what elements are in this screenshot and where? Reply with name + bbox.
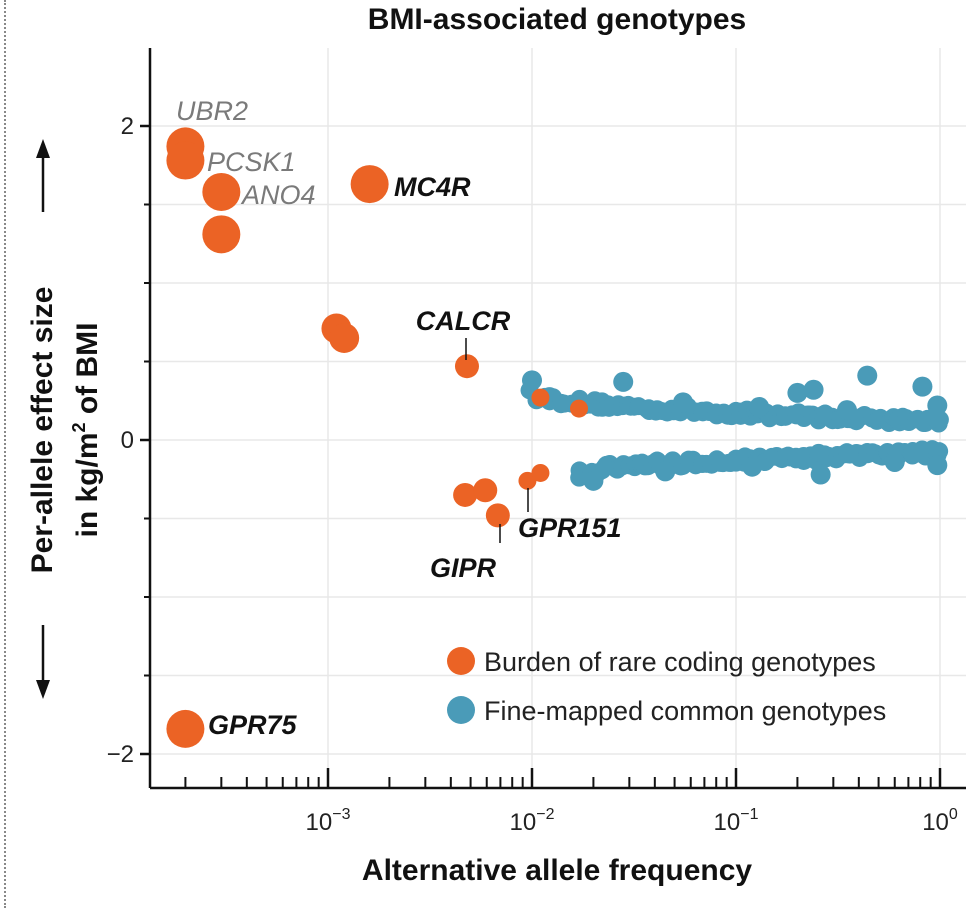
- y-axis-title: Per-allele effect size in kg/m2 of BMI: [26, 287, 104, 574]
- gene-label: ANO4: [240, 180, 316, 210]
- y-axis-title-line2-prefix: in kg/m: [71, 432, 104, 537]
- x-tick-label: 10−2: [510, 806, 555, 836]
- common-genotype-point: [884, 451, 905, 472]
- x-tick-base: 10: [510, 809, 537, 836]
- gene-label: UBR2: [176, 96, 248, 126]
- common-genotype-point: [927, 455, 948, 476]
- x-tick-base: 10: [306, 809, 333, 836]
- rare-genotype-point: [473, 478, 498, 503]
- common-genotypes-layer: [520, 365, 949, 491]
- rare-genotype-point: [166, 709, 205, 748]
- x-tick-exponent: −3: [332, 806, 350, 823]
- legend-common-label: Fine-mapped common genotypes: [484, 696, 886, 726]
- legend-rare-marker: [447, 647, 475, 675]
- y-tick-label: 0: [121, 427, 134, 454]
- common-genotype-point: [803, 379, 824, 400]
- common-genotype-point: [810, 464, 831, 485]
- rare-genotype-point: [453, 482, 478, 507]
- x-tick-label: 10−1: [714, 806, 759, 836]
- common-genotype-point: [912, 376, 933, 397]
- rare-genotype-point: [166, 141, 205, 180]
- x-tick-base: 10: [922, 809, 949, 836]
- down-arrow-icon: [36, 625, 50, 699]
- common-genotype-point: [857, 365, 878, 386]
- gene-label: MC4R: [394, 172, 471, 202]
- x-tick-exponent: −2: [536, 806, 554, 823]
- rare-genotype-point: [350, 165, 389, 204]
- y-tick-label: 2: [121, 113, 134, 140]
- legend-rare-label: Burden of rare coding genotypes: [484, 647, 876, 677]
- common-genotype-point: [583, 470, 604, 491]
- x-axis-title: Alternative allele frequency: [362, 854, 752, 887]
- rare-genotype-point: [329, 322, 360, 353]
- rare-genotype-point: [485, 503, 510, 528]
- page-edge-dotted-border: [4, 0, 6, 908]
- common-genotype-point: [613, 371, 634, 392]
- y-axis-title-line2-suffix: of BMI: [71, 322, 104, 422]
- gene-label: CALCR: [416, 306, 511, 336]
- x-tick-exponent: −1: [740, 806, 758, 823]
- common-genotype-point: [836, 400, 857, 421]
- chart-title: BMI-associated genotypes: [368, 3, 746, 36]
- gene-label: GIPR: [430, 553, 497, 583]
- rare-genotype-point: [531, 388, 550, 407]
- y-axis-title-line2: in kg/m2 of BMI: [69, 322, 104, 537]
- rare-genotype-point: [518, 471, 537, 490]
- legend-common-marker: [447, 696, 475, 724]
- grid-layer: [150, 48, 966, 788]
- x-tick-exponent: 0: [949, 806, 958, 823]
- common-genotype-point: [522, 370, 542, 391]
- common-genotype-point: [655, 461, 676, 482]
- y-tick-label: −2: [107, 741, 134, 768]
- y-axis-title-line1: Per-allele effect size: [26, 287, 59, 574]
- rare-genotype-point: [531, 463, 550, 482]
- x-tick-base: 10: [714, 809, 741, 836]
- up-arrow-icon: [36, 139, 50, 212]
- common-genotype-point: [787, 382, 808, 403]
- y-axis-title-superscript: 2: [69, 422, 89, 432]
- x-tick-label: 100: [922, 806, 958, 836]
- rare-genotype-point: [202, 215, 241, 254]
- common-genotype-point: [749, 397, 770, 418]
- x-tick-label: 10−3: [306, 806, 351, 836]
- rare-genotype-point: [454, 354, 479, 379]
- common-genotype-point: [742, 456, 763, 477]
- rare-genotypes-layer: [166, 127, 589, 748]
- rare-genotype-point: [202, 172, 241, 211]
- gene-label: GPR75: [208, 710, 298, 740]
- gene-label: PCSK1: [207, 147, 296, 177]
- axis-layer: 20−210−3 10−2 10−1 100: [107, 48, 966, 836]
- common-genotype-point: [927, 395, 948, 416]
- legend: Burden of rare coding genotypes Fine-map…: [447, 647, 886, 726]
- rare-genotype-point: [570, 399, 589, 418]
- gene-label: GPR151: [518, 513, 622, 543]
- common-genotype-point: [673, 392, 694, 413]
